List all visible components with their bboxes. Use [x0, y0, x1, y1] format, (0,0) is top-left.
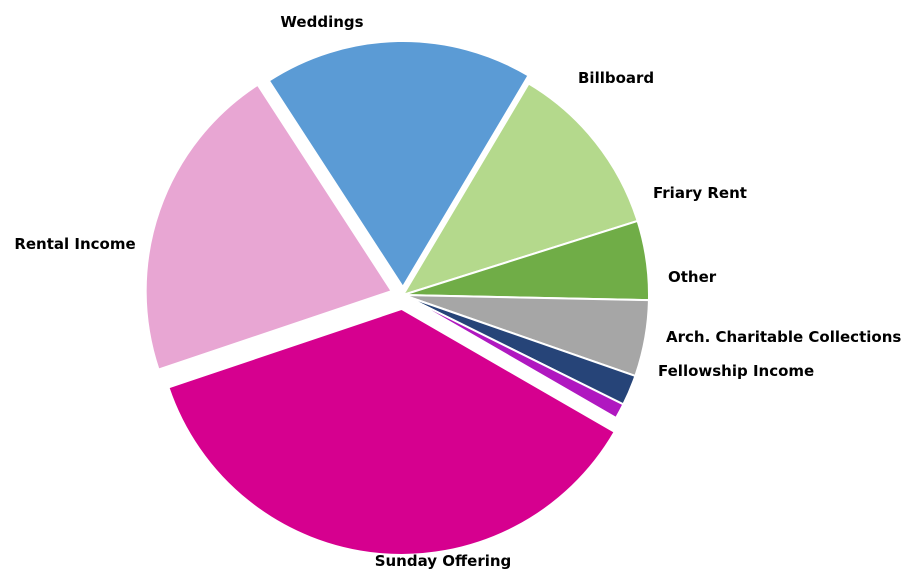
slice-label-rental-income: Rental Income	[14, 235, 135, 253]
pie-slices	[144, 40, 650, 556]
pie-slice-sunday-offering	[167, 307, 617, 556]
slice-label-arch-charitable-collections: Arch. Charitable Collections	[666, 328, 901, 346]
slice-label-friary-rent: Friary Rent	[653, 184, 747, 202]
pie-slice-billboard	[400, 82, 639, 297]
pie-slice-weddings	[267, 40, 530, 289]
slice-label-fellowship-income: Fellowship Income	[658, 362, 814, 380]
pie-slice-fellowship-income	[402, 294, 625, 420]
slice-label-weddings: Weddings	[280, 13, 363, 31]
slice-label-sunday-offering: Sunday Offering	[375, 552, 512, 570]
pie-slice-rental-income	[144, 83, 394, 371]
pie-labels: Sunday Offering Rental Income Weddings Bill…	[14, 13, 901, 570]
slice-label-billboard: Billboard	[578, 69, 654, 87]
slice-label-other: Other	[668, 268, 717, 286]
